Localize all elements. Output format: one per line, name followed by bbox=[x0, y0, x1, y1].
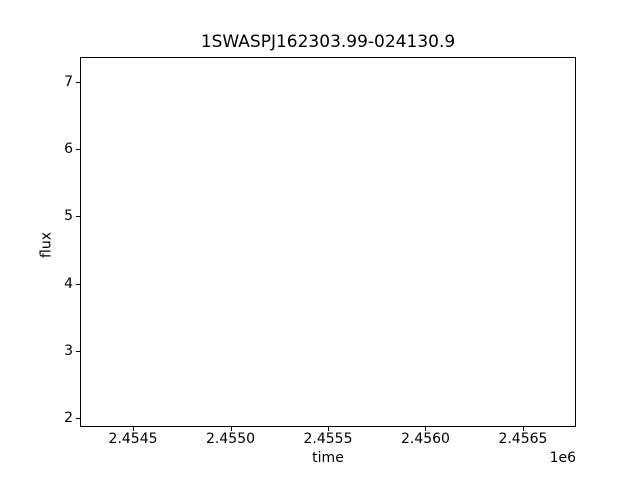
y-tick-mark bbox=[76, 81, 80, 83]
y-tick-label: 7 bbox=[64, 73, 73, 90]
chart-title: 1SWASPJ162303.99-024130.9 bbox=[200, 32, 456, 52]
x-tick-label: 2.4555 bbox=[303, 431, 353, 447]
y-tick-label: 4 bbox=[64, 275, 73, 292]
x-tick-label: 2.4560 bbox=[400, 431, 450, 447]
y-tick-mark bbox=[76, 149, 80, 151]
y-tick-label: 2 bbox=[64, 410, 73, 427]
x-tick-label: 2.4550 bbox=[206, 431, 256, 447]
x-axis-offset-label: 1e6 bbox=[549, 450, 576, 466]
x-tick-label: 2.4545 bbox=[108, 431, 158, 447]
x-tick-mark bbox=[133, 427, 135, 431]
plot-area bbox=[80, 57, 576, 427]
x-tick-mark bbox=[230, 427, 232, 431]
x-tick-mark bbox=[522, 427, 524, 431]
y-axis-label: flux bbox=[38, 232, 55, 258]
x-tick-label: 2.4565 bbox=[498, 431, 548, 447]
x-tick-mark bbox=[425, 427, 427, 431]
y-tick-label: 6 bbox=[64, 141, 73, 158]
y-tick-mark bbox=[76, 350, 80, 352]
x-axis-label: time bbox=[312, 450, 344, 466]
y-tick-mark bbox=[76, 418, 80, 420]
y-tick-label: 5 bbox=[64, 208, 73, 225]
y-tick-mark bbox=[76, 283, 80, 285]
y-tick-mark bbox=[76, 216, 80, 218]
x-tick-mark bbox=[328, 427, 329, 431]
y-tick-label: 3 bbox=[64, 342, 73, 359]
